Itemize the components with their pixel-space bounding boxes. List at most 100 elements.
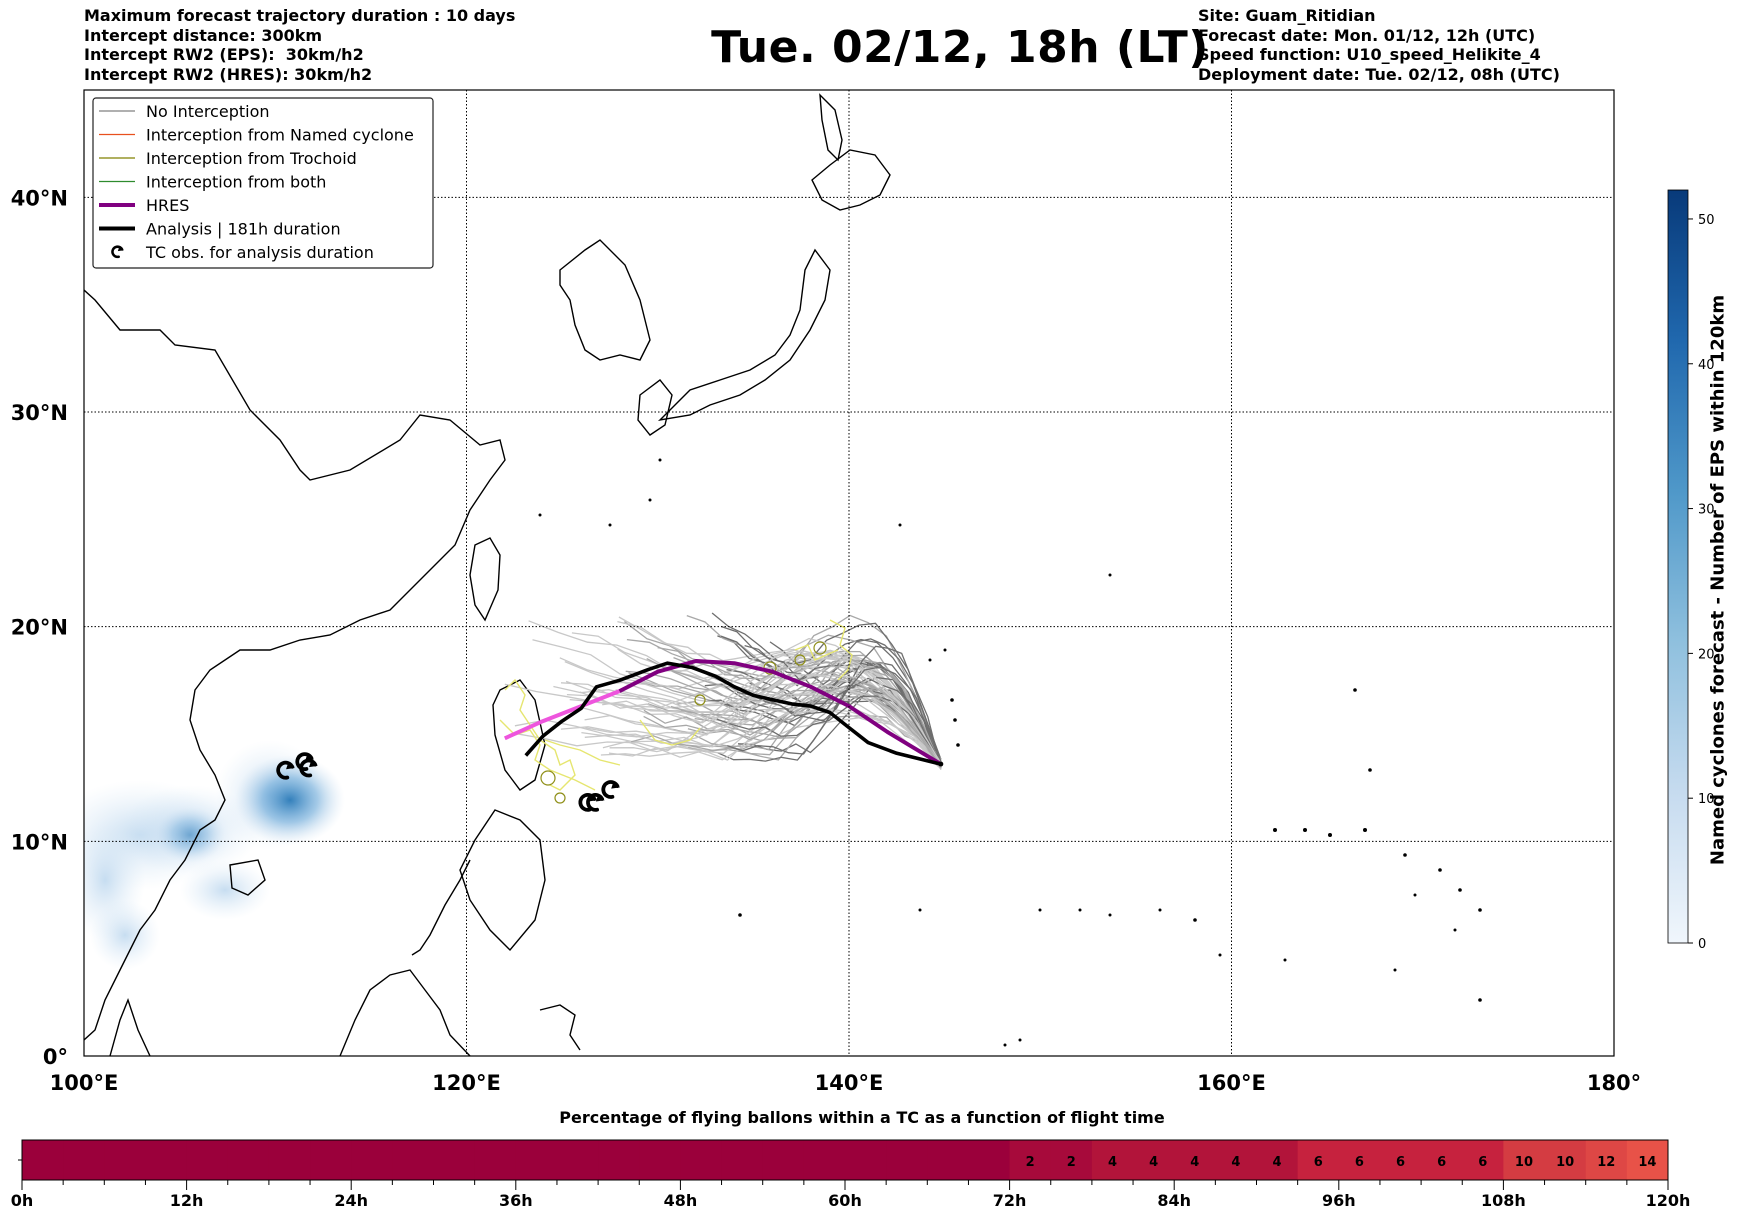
heatmap-tick-label: 72h — [993, 1191, 1027, 1210]
coast-sakhalin — [819, 93, 843, 162]
heatmap-cell — [227, 1140, 270, 1180]
coast-korea — [559, 239, 651, 361]
speed-function-line: Speed function: U10_speed_Helikite_4 — [1198, 45, 1541, 64]
coast-palawan — [411, 859, 471, 956]
heatmap-cell — [474, 1140, 517, 1180]
ensemble-trajectory — [643, 682, 942, 769]
max-duration-line: Maximum forecast trajectory duration : 1… — [84, 6, 516, 25]
map-axis-labels: 100°E 120°E 140°E 160°E 180° 0° 10°N 20°N 30°N 40… — [11, 186, 1641, 1095]
ensemble-trajectory — [711, 612, 942, 761]
coast-sulawesi — [539, 1004, 581, 1051]
heatmap-cell — [433, 1140, 476, 1180]
heatmap-cell — [1379, 1140, 1422, 1180]
heatmap-cell-value: 10 — [1556, 1155, 1574, 1170]
ensemble-trajectory — [626, 638, 942, 763]
coast-philippines-south — [459, 809, 546, 952]
ensemble-trajectory — [674, 686, 942, 768]
heatmap-cell — [845, 1140, 887, 1180]
ensemble-trajectory — [736, 677, 942, 764]
colorbar-tick-label: 20 — [1698, 647, 1715, 662]
heatmap-cell — [515, 1140, 558, 1180]
heatmap-cell — [886, 1140, 928, 1180]
heatmap-cell-value: 10 — [1515, 1155, 1533, 1170]
page-title: Tue. 02/12, 18h (LT) — [711, 22, 1209, 73]
ensemble-trajectory — [670, 654, 942, 769]
deployment-date-line: Deployment date: Tue. 02/12, 08h (UTC) — [1198, 64, 1560, 84]
ensemble-trajectory — [758, 645, 942, 768]
tc-observation-symbols — [276, 752, 620, 812]
heatmap-cell — [1338, 1140, 1381, 1180]
heatmap-title: Percentage of flying ballons within a TC… — [559, 1108, 1165, 1127]
heatmap-cell — [1626, 1140, 1669, 1180]
ensemble-trajectory — [727, 666, 942, 762]
heatmap-cell-value: 6 — [1355, 1155, 1364, 1170]
ensemble-trajectory — [661, 666, 942, 763]
heatmap-tick-label: 24h — [334, 1191, 368, 1210]
y-tick-label: 20°N — [11, 616, 68, 640]
tc-symbol-icon — [276, 760, 295, 780]
ensemble-trajectory — [560, 652, 942, 764]
heatmap-tick-label: 48h — [664, 1191, 698, 1210]
heatmap-cell — [145, 1140, 188, 1180]
legend-label: Interception from Named cyclone — [146, 126, 414, 145]
intercept-hres-line: Intercept RW2 (HRES): 30km/h2 — [84, 64, 373, 84]
ensemble-trajectory — [585, 700, 942, 768]
ensemble-trajectory — [566, 655, 942, 767]
run-parameters: Maximum forecast trajectory duration : 1… — [84, 6, 515, 84]
heatmap-cell — [598, 1140, 640, 1180]
hres-line — [618, 659, 942, 766]
heatmap-cell — [1544, 1140, 1587, 1180]
heatmap-cell — [1297, 1140, 1340, 1180]
heatmap-cell — [310, 1140, 352, 1180]
y-tick-label: 30°N — [11, 401, 68, 425]
heatmap-tick-label: 120h — [1646, 1191, 1691, 1210]
heatmap-cell — [1585, 1140, 1628, 1180]
coast-china — [84, 289, 506, 1041]
x-tick-label: 120°E — [432, 1071, 501, 1095]
heatmap-cell — [556, 1140, 599, 1180]
heatmap-cell-value: 14 — [1638, 1155, 1656, 1170]
legend-label: Interception from both — [146, 173, 326, 192]
heatmap-cell — [1256, 1140, 1299, 1180]
heatmap-cell-value: 4 — [1231, 1155, 1240, 1170]
heatmap-tick-label: 0h — [11, 1191, 34, 1210]
small-islands — [538, 458, 1482, 1047]
ensemble-trajectories — [504, 612, 942, 770]
x-tick-label: 160°E — [1197, 1071, 1266, 1095]
heatmap-cell — [680, 1140, 723, 1180]
heatmap-cell — [1009, 1140, 1052, 1180]
y-tick-label: 40°N — [11, 186, 68, 210]
legend-label: Analysis | 181h duration — [146, 220, 341, 239]
tc-symbol-icon — [111, 245, 124, 259]
heatmap-tick-label: 60h — [828, 1191, 862, 1210]
forecast-date-line: Forecast date: Mon. 01/12, 12h (UTC) — [1198, 25, 1536, 45]
heatmap-tick-label: 108h — [1481, 1191, 1526, 1210]
heatmap-cell — [1462, 1140, 1504, 1180]
heatmap-cell-value: 6 — [1314, 1155, 1323, 1170]
colorbar: 0 10 20 30 40 50 — [1667, 189, 1715, 952]
coast-hainan — [229, 859, 266, 896]
heatmap-cell — [1215, 1140, 1257, 1180]
heatmap-cell — [22, 1140, 64, 1180]
heatmap-cell — [392, 1140, 434, 1180]
heatmap-cell-value: 6 — [1396, 1155, 1405, 1170]
legend-label: No Interception — [146, 102, 270, 121]
coast-malaysia — [109, 997, 151, 1056]
colorbar-tick-label: 30 — [1698, 503, 1715, 518]
heatmap-tick-label: 96h — [1322, 1191, 1356, 1210]
heatmap-cell-value: 6 — [1478, 1155, 1487, 1170]
map-frame — [83, 89, 1615, 1057]
hres-and-analysis-lines — [503, 659, 942, 766]
heatmap-cell — [186, 1140, 229, 1180]
coastlines — [84, 93, 891, 1056]
x-tick-label: 180° — [1587, 1071, 1641, 1095]
colorbar-tick-label: 50 — [1698, 213, 1715, 228]
trochoid-loops-dark — [540, 641, 827, 804]
intercept-eps-line: Intercept RW2 (EPS): 30km/h2 — [84, 45, 364, 64]
legend-label: Interception from Trochoid — [146, 149, 357, 168]
colorbar-tick-label: 10 — [1698, 792, 1715, 807]
colorbar-tick-label: 40 — [1698, 358, 1715, 373]
colorbar-label: Named cyclones forecast - Number of EPS … — [1707, 294, 1729, 866]
map-layers — [84, 93, 1482, 1056]
heatmap-cell-value: 6 — [1437, 1155, 1446, 1170]
